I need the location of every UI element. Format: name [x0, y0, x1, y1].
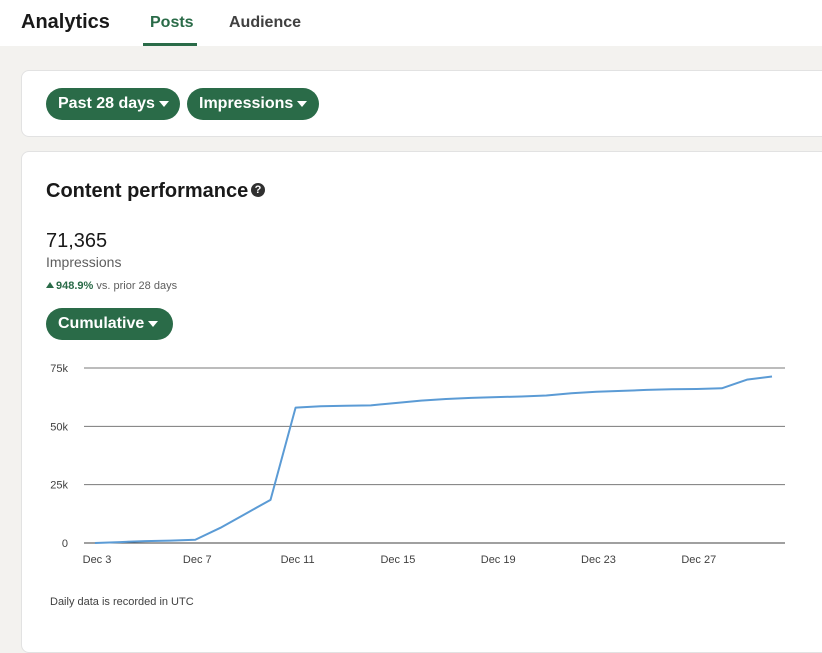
filter-card: Past 28 days Impressions — [21, 70, 822, 137]
caret-down-icon — [297, 101, 308, 107]
x-tick-label: Dec 15 — [380, 554, 415, 566]
impressions-series-line — [94, 375, 773, 544]
utc-footnote: Daily data is recorded in UTC — [50, 596, 194, 608]
top-nav: Analytics Posts Audience — [0, 0, 822, 46]
caret-down-icon — [148, 321, 159, 327]
arrow-up-icon — [46, 282, 54, 288]
tab-posts[interactable]: Posts — [150, 14, 194, 31]
time-range-label: Past 28 days — [58, 95, 155, 112]
y-tick-label: 0 — [62, 538, 68, 550]
time-range-dropdown[interactable]: Past 28 days — [46, 88, 180, 120]
y-tick-label: 25k — [50, 480, 68, 492]
section-title: Content performance — [46, 180, 249, 202]
x-tick-label: Dec 23 — [581, 554, 616, 566]
caret-down-icon — [158, 101, 169, 107]
x-tick-label: Dec 27 — [681, 554, 716, 566]
question-circle-icon[interactable]: ? — [251, 183, 265, 197]
metric-label: Impressions — [199, 95, 294, 112]
y-tick-label: 75k — [50, 363, 68, 375]
impressions-line-chart: 0 25k 50k 75k Dec 3 Dec 7 Dec 11 Dec 15 Dec 19 De… — [50, 363, 785, 566]
cumulative-dropdown[interactable]: Cumulative — [46, 308, 173, 340]
page-title: Analytics — [21, 11, 110, 33]
change-suffix: vs. prior 28 days — [96, 280, 178, 292]
total-metric-label: Impressions — [46, 254, 122, 270]
x-tick-label: Dec 19 — [481, 554, 516, 566]
change-value: 948.9% — [56, 280, 94, 292]
x-tick-label: Dec 3 — [83, 554, 112, 566]
metric-dropdown[interactable]: Impressions — [187, 88, 319, 120]
active-tab-indicator — [143, 43, 197, 46]
change-indicator: 948.9% vs. prior 28 days — [46, 280, 177, 292]
x-tick-label: Dec 7 — [183, 554, 212, 566]
content-performance-card: Content performance ? 71,365 Impressions… — [21, 151, 822, 653]
x-tick-label: Dec 11 — [281, 554, 315, 566]
cumulative-label: Cumulative — [58, 315, 145, 332]
total-impressions: 71,365 — [46, 230, 108, 252]
y-tick-label: 50k — [50, 421, 68, 433]
tab-audience[interactable]: Audience — [229, 14, 302, 31]
